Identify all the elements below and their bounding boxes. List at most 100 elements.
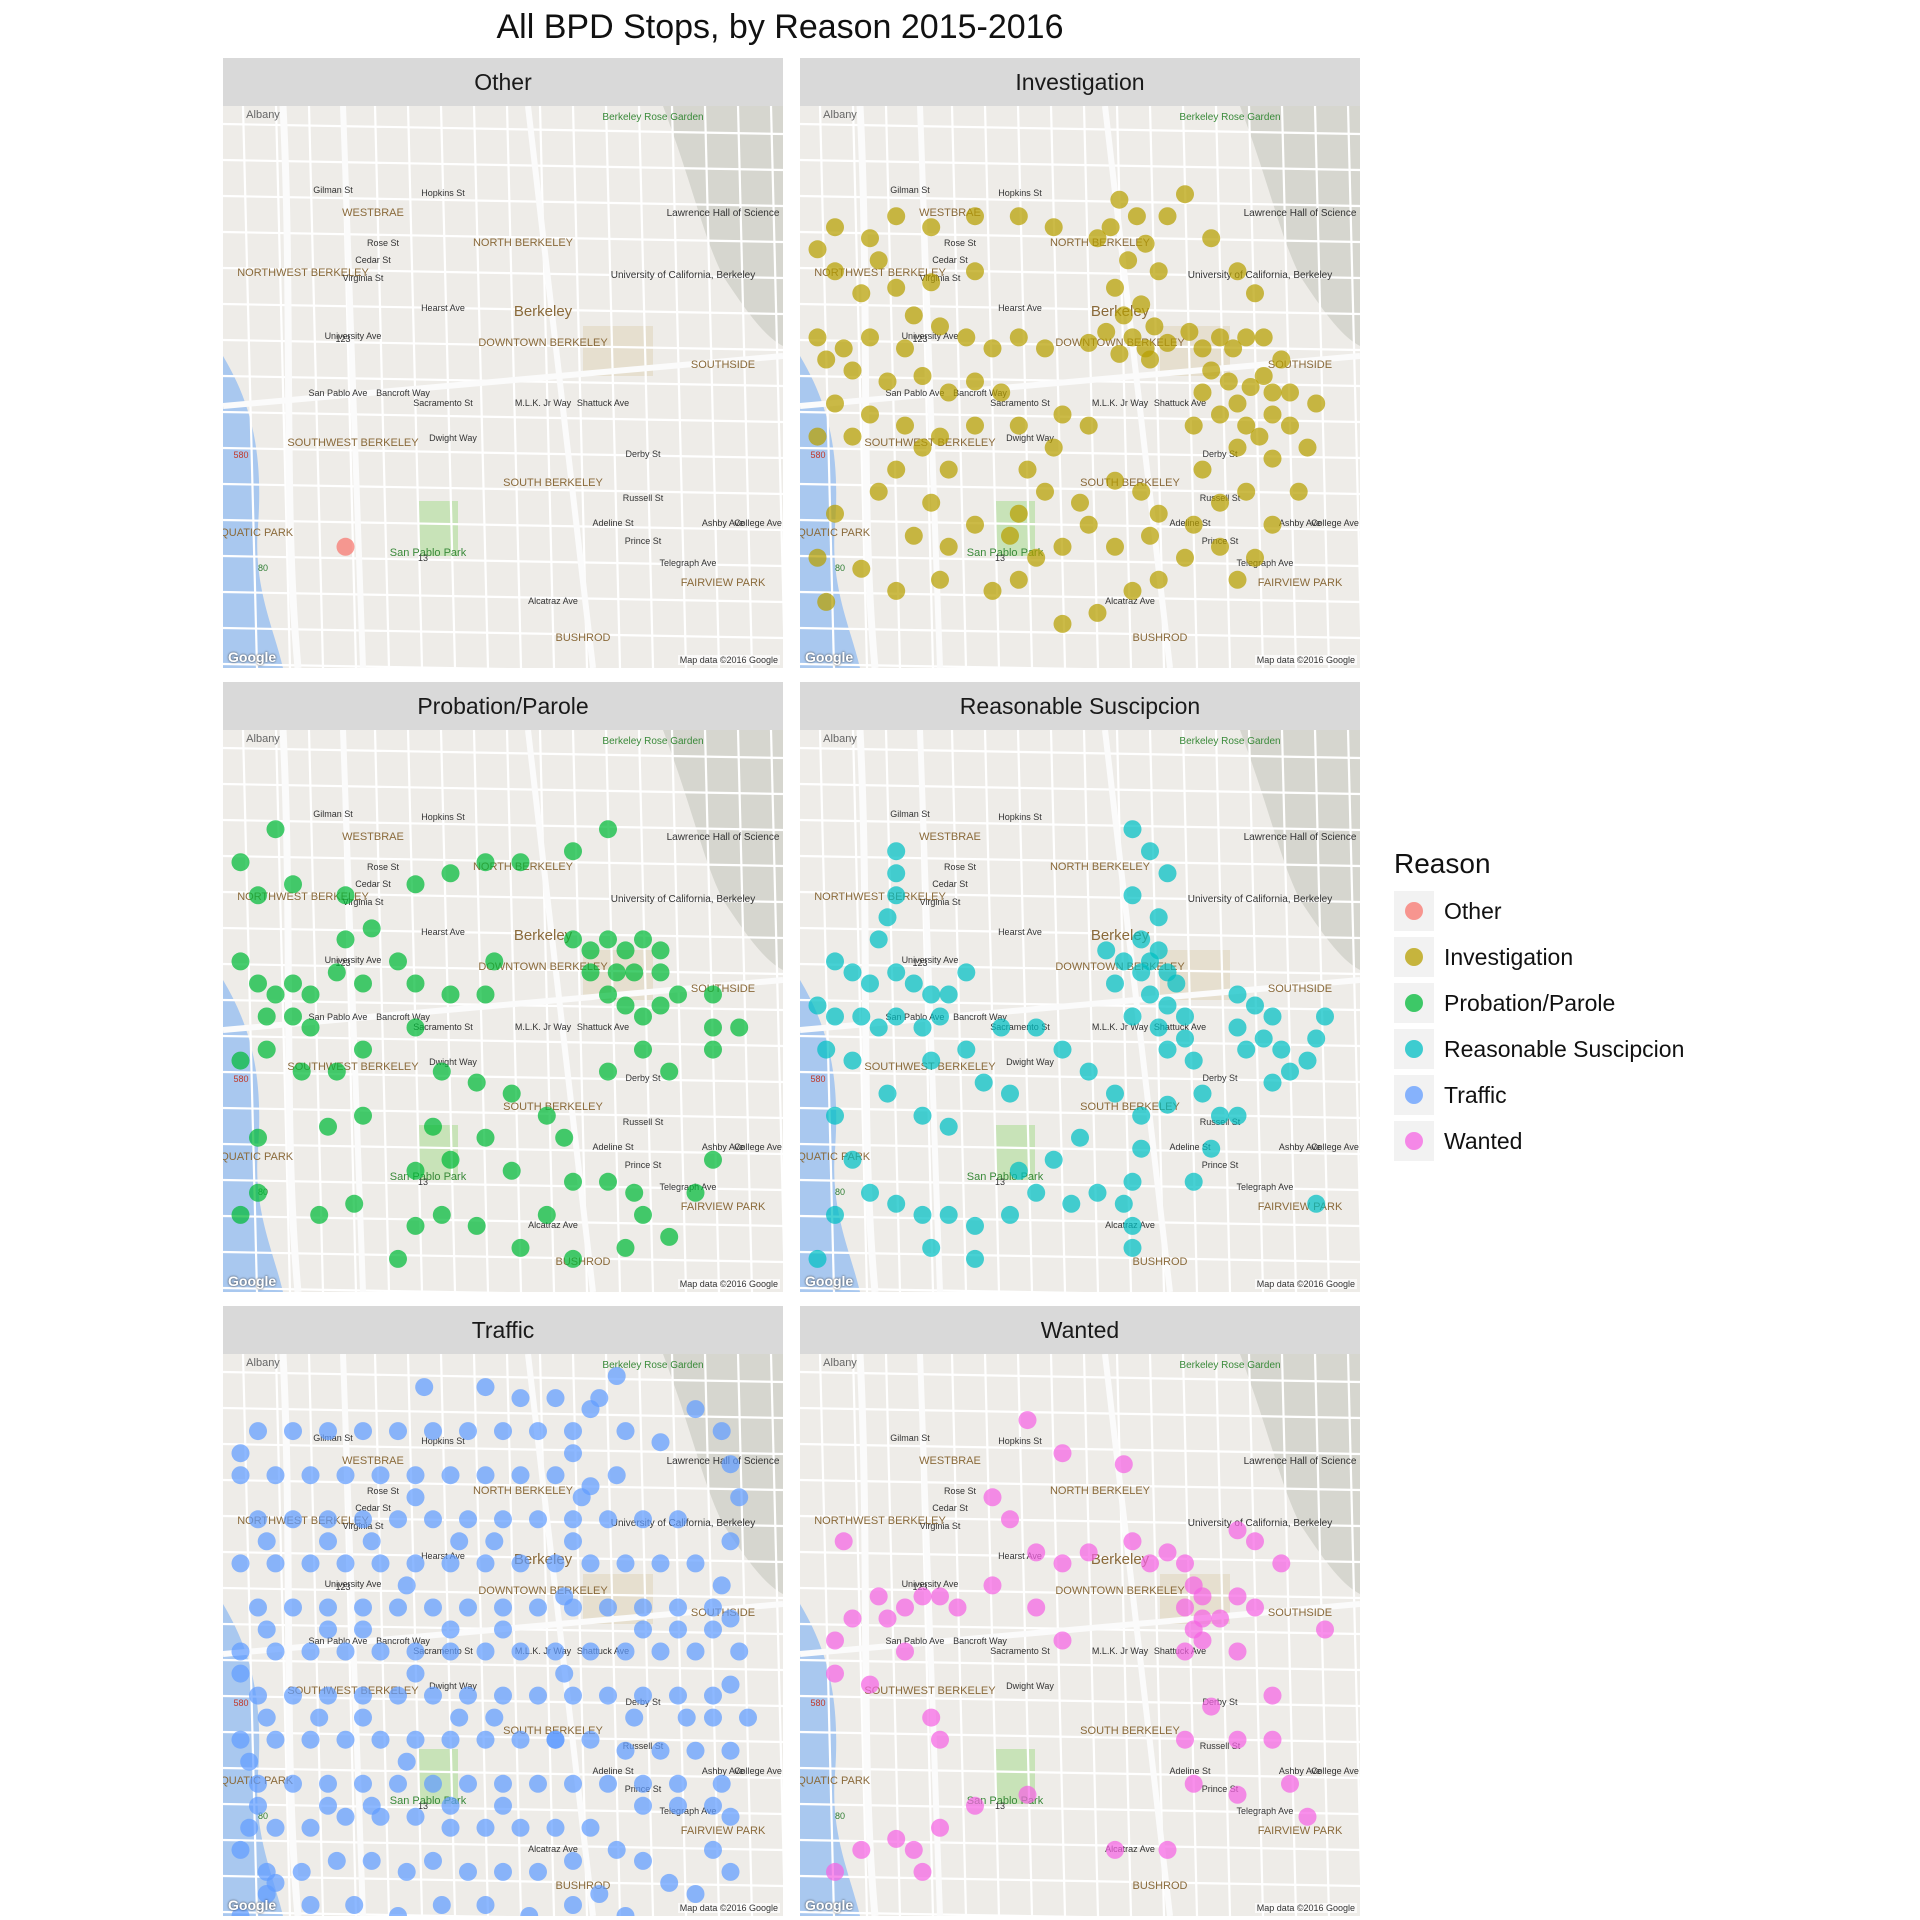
stop-point xyxy=(704,1018,722,1037)
map-label: Bancroft Way xyxy=(376,1012,430,1022)
stop-point xyxy=(441,1150,460,1169)
map-label: 13 xyxy=(418,1801,428,1811)
stop-point xyxy=(1228,1587,1247,1606)
stop-point xyxy=(1228,985,1247,1004)
stop-point xyxy=(966,416,984,435)
map-label: 580 xyxy=(233,1074,248,1084)
map-label: 13 xyxy=(418,553,428,563)
stop-point xyxy=(424,1686,442,1705)
stop-point xyxy=(1263,1007,1282,1026)
stop-point xyxy=(249,1128,267,1147)
map-label: M.L.K. Jr Way xyxy=(1092,398,1149,408)
facet-strip-label: Traffic xyxy=(223,1306,783,1354)
stop-point xyxy=(1123,886,1142,905)
stop-point xyxy=(1009,207,1028,226)
map-label: 123 xyxy=(335,1582,350,1592)
facet-strip-label: Other xyxy=(223,58,783,106)
map-label: Adeline St xyxy=(592,1766,634,1776)
stop-point xyxy=(966,515,984,534)
street xyxy=(800,1514,1360,1528)
google-logo: Google xyxy=(228,1273,277,1289)
map-label: BUSHROD xyxy=(555,1256,610,1268)
street xyxy=(800,266,1360,280)
stop-point xyxy=(1106,974,1124,993)
stop-point xyxy=(808,996,827,1015)
map-svg: Albany Berkeley Rose Garden WESTBRAE NORTH … xyxy=(800,1354,1360,1916)
stop-point xyxy=(1132,930,1151,949)
stop-point xyxy=(1114,306,1133,325)
map-label: 13 xyxy=(418,1177,428,1187)
street xyxy=(223,1106,783,1120)
map-label: Bancroft Way xyxy=(953,388,1007,398)
stop-point xyxy=(354,1106,372,1125)
stop-point xyxy=(1176,1730,1194,1749)
stop-point xyxy=(1141,985,1159,1004)
stop-point xyxy=(616,1642,635,1661)
stop-point xyxy=(1193,1587,1212,1606)
map-label: Gilman St xyxy=(313,809,353,819)
map-label: SOUTHSIDE xyxy=(691,359,755,371)
street xyxy=(800,1250,1360,1264)
stop-point xyxy=(362,1796,381,1815)
stop-point xyxy=(336,886,355,905)
freeway xyxy=(856,730,879,1292)
stop-point xyxy=(704,1686,722,1705)
stop-point xyxy=(1106,537,1124,556)
stop-point xyxy=(869,1587,888,1606)
stop-point xyxy=(721,1675,740,1694)
stop-point xyxy=(476,1896,495,1914)
map-label: Hopkins St xyxy=(998,812,1042,822)
legend-label: Wanted xyxy=(1444,1127,1523,1154)
stop-point xyxy=(966,1216,984,1235)
street xyxy=(223,338,783,352)
stop-point xyxy=(249,974,267,993)
stop-point xyxy=(231,853,250,872)
stop-point xyxy=(887,963,906,982)
stop-point xyxy=(1202,361,1221,380)
stop-point xyxy=(861,405,879,424)
stop-point xyxy=(1246,284,1264,303)
stop-point xyxy=(581,1730,600,1749)
street xyxy=(223,854,783,868)
stop-point xyxy=(843,1609,862,1628)
stop-point xyxy=(607,1466,626,1485)
stop-point xyxy=(1149,908,1168,927)
stop-point xyxy=(231,1205,250,1224)
map-credit: Map data ©2016 Google xyxy=(1254,1279,1357,1289)
stop-point xyxy=(564,1444,582,1463)
map-label: 80 xyxy=(258,563,268,573)
stop-point xyxy=(861,1675,879,1694)
stop-point xyxy=(660,1873,679,1892)
stop-point xyxy=(686,1885,705,1903)
stop-point xyxy=(625,963,644,982)
stop-point xyxy=(634,1796,652,1815)
stop-point xyxy=(301,1466,320,1485)
stop-point xyxy=(878,1084,897,1103)
stop-point xyxy=(529,1862,547,1881)
stop-point xyxy=(1237,416,1256,435)
map-label: Ashby Ave xyxy=(1279,1766,1321,1776)
legend-label: Traffic xyxy=(1444,1081,1507,1108)
stop-point xyxy=(1044,438,1063,457)
stop-point xyxy=(441,1730,460,1749)
stop-point xyxy=(1123,1172,1142,1191)
map-label: Derby St xyxy=(625,1073,661,1083)
stop-point xyxy=(581,963,600,982)
stop-point xyxy=(896,339,914,358)
stop-point xyxy=(406,974,425,993)
stop-point xyxy=(1254,328,1273,347)
stop-point xyxy=(861,328,879,347)
street xyxy=(223,818,783,832)
stop-point xyxy=(581,941,600,960)
street xyxy=(223,1034,783,1048)
legend-dot-icon xyxy=(1405,1086,1423,1104)
map-label: Ashby Ave xyxy=(1279,518,1321,528)
stop-point xyxy=(739,1708,757,1727)
map-label: College Ave xyxy=(1311,518,1359,528)
